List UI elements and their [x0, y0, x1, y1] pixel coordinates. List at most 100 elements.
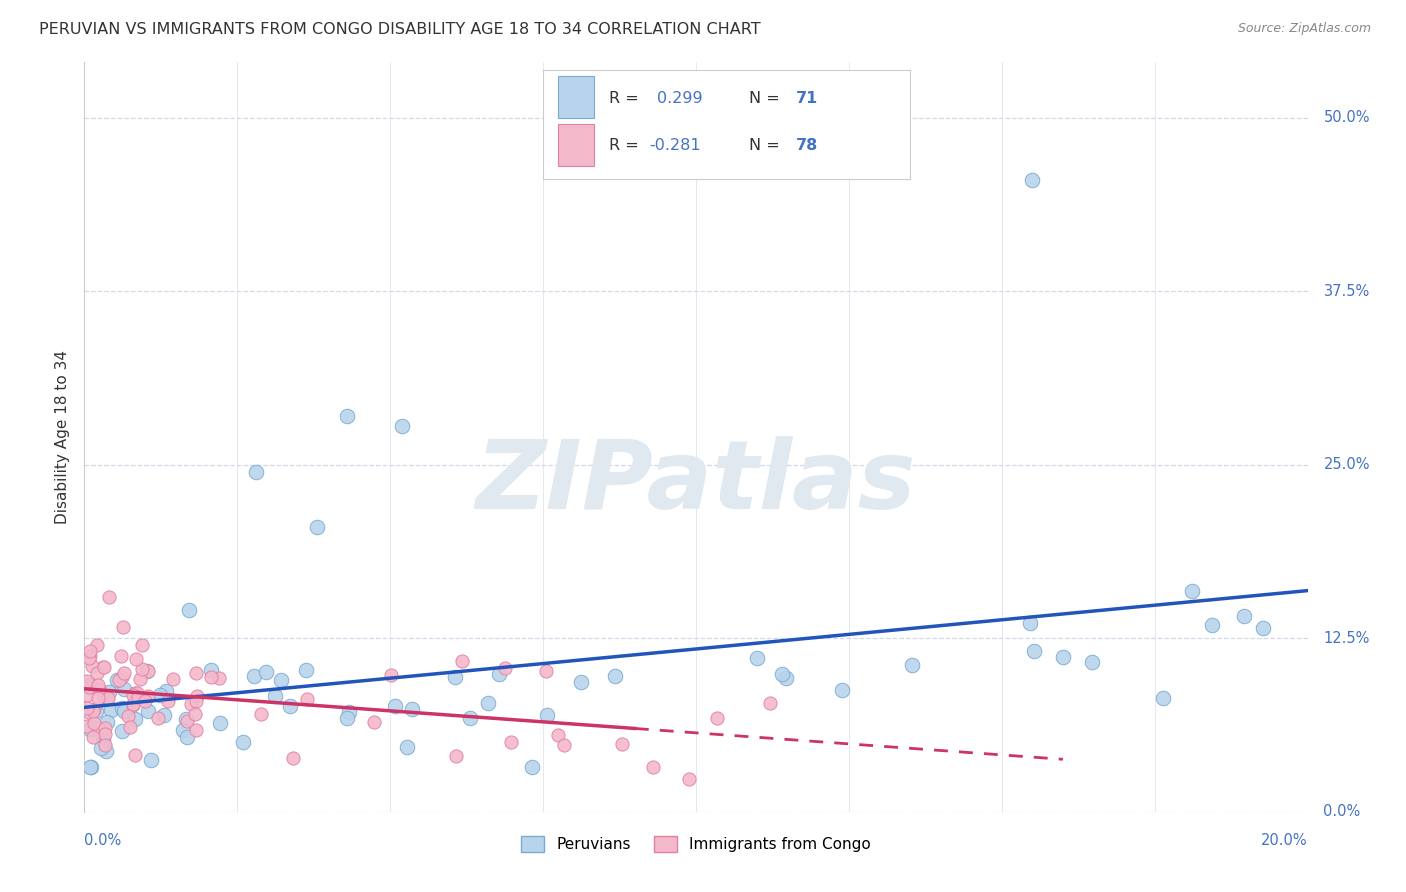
Point — [128, 672, 150, 686]
Point — [94, 721, 117, 735]
Point — [141, 752, 163, 766]
Point — [336, 409, 359, 424]
Point — [294, 664, 316, 678]
Point — [536, 708, 558, 723]
Point — [1251, 621, 1274, 635]
Point — [747, 650, 769, 665]
Point — [91, 660, 114, 674]
Point — [706, 711, 728, 725]
Point — [162, 672, 184, 686]
Point — [643, 760, 665, 774]
Point — [395, 739, 418, 754]
Text: 0.0%: 0.0% — [84, 833, 121, 847]
Point — [105, 673, 128, 687]
Point — [232, 734, 254, 748]
Point — [97, 690, 120, 705]
Point — [384, 698, 406, 713]
Point — [77, 680, 100, 694]
Text: 12.5%: 12.5% — [1323, 631, 1369, 646]
Point — [208, 716, 231, 731]
Point — [1201, 618, 1223, 632]
Point — [380, 667, 402, 681]
Point — [76, 701, 98, 715]
Point — [499, 734, 522, 748]
Point — [112, 620, 135, 634]
Point — [77, 705, 100, 719]
Point — [134, 693, 156, 707]
Point — [183, 706, 205, 721]
Point — [111, 701, 134, 715]
Point — [186, 690, 208, 704]
Point — [82, 730, 104, 744]
Point — [79, 648, 101, 663]
Point — [136, 704, 159, 718]
Point — [254, 665, 277, 679]
Point — [131, 638, 153, 652]
Point — [97, 590, 120, 604]
Point — [110, 648, 132, 663]
Point — [155, 683, 177, 698]
Point — [86, 638, 108, 652]
Point — [401, 701, 423, 715]
Point — [176, 731, 198, 745]
Point — [122, 697, 145, 711]
Point — [96, 744, 118, 758]
Y-axis label: Disability Age 18 to 34: Disability Age 18 to 34 — [55, 350, 70, 524]
Point — [488, 667, 510, 681]
Point — [80, 658, 103, 673]
Point — [270, 673, 292, 688]
Point — [177, 603, 200, 617]
Point — [79, 678, 101, 692]
Point — [118, 721, 141, 735]
Point — [76, 674, 98, 689]
Point — [172, 723, 194, 737]
Point — [87, 691, 110, 706]
Point — [156, 694, 179, 708]
Point — [176, 714, 198, 729]
Point — [124, 747, 146, 762]
Point — [678, 772, 700, 786]
Point — [458, 711, 481, 725]
Point — [112, 681, 135, 696]
Point — [477, 696, 499, 710]
Point — [520, 760, 543, 774]
Text: Source: ZipAtlas.com: Source: ZipAtlas.com — [1237, 22, 1371, 36]
Point — [80, 720, 103, 734]
Point — [451, 653, 474, 667]
Point — [90, 741, 112, 756]
Point — [91, 732, 114, 747]
Point — [1019, 615, 1042, 630]
Point — [184, 723, 207, 737]
Point — [86, 678, 108, 692]
Point — [245, 465, 267, 479]
Point — [200, 663, 222, 677]
Point — [536, 664, 558, 678]
Point — [250, 706, 273, 721]
Point — [149, 688, 172, 702]
Point — [759, 696, 782, 710]
Point — [83, 716, 105, 731]
Point — [79, 722, 101, 736]
Point — [363, 715, 385, 730]
Point — [125, 652, 148, 666]
Point — [79, 643, 101, 657]
Point — [1181, 583, 1204, 598]
Point — [112, 666, 135, 681]
Point — [180, 698, 202, 712]
Legend: Peruvians, Immigrants from Congo: Peruvians, Immigrants from Congo — [516, 831, 876, 856]
Text: ZIPatlas: ZIPatlas — [475, 435, 917, 529]
Point — [93, 660, 115, 674]
Point — [208, 671, 231, 685]
Point — [76, 688, 98, 702]
Text: 20.0%: 20.0% — [1261, 833, 1308, 847]
Point — [124, 713, 146, 727]
Point — [174, 712, 197, 726]
Point — [94, 738, 117, 752]
Point — [86, 666, 108, 681]
Point — [281, 750, 304, 764]
Point — [200, 670, 222, 684]
Point — [111, 670, 134, 684]
Point — [1021, 173, 1043, 187]
Point — [112, 704, 135, 718]
Point — [94, 690, 117, 705]
